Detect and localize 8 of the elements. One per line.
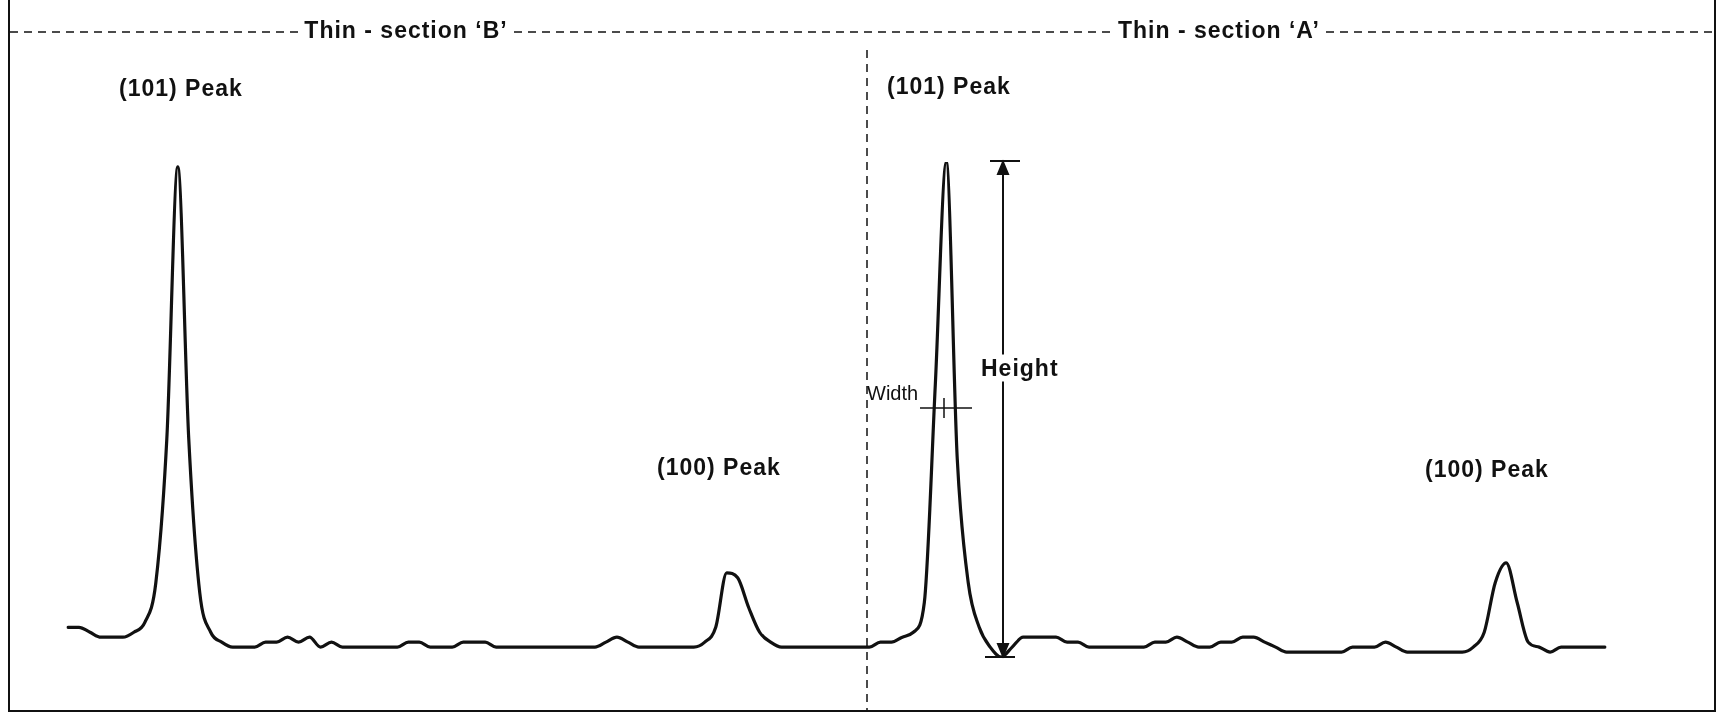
text: Thin - section ‘B’ bbox=[301, 16, 511, 44]
text: (101) Peak bbox=[116, 74, 246, 102]
annotation: (100) Peak bbox=[1422, 455, 1552, 483]
annotation: (100) Peak bbox=[654, 453, 784, 481]
annotation: Height bbox=[978, 354, 1062, 382]
annotation: Width bbox=[867, 381, 919, 405]
text: Thin - section ‘A’ bbox=[1114, 16, 1324, 44]
text: (101) Peak bbox=[884, 72, 1014, 100]
